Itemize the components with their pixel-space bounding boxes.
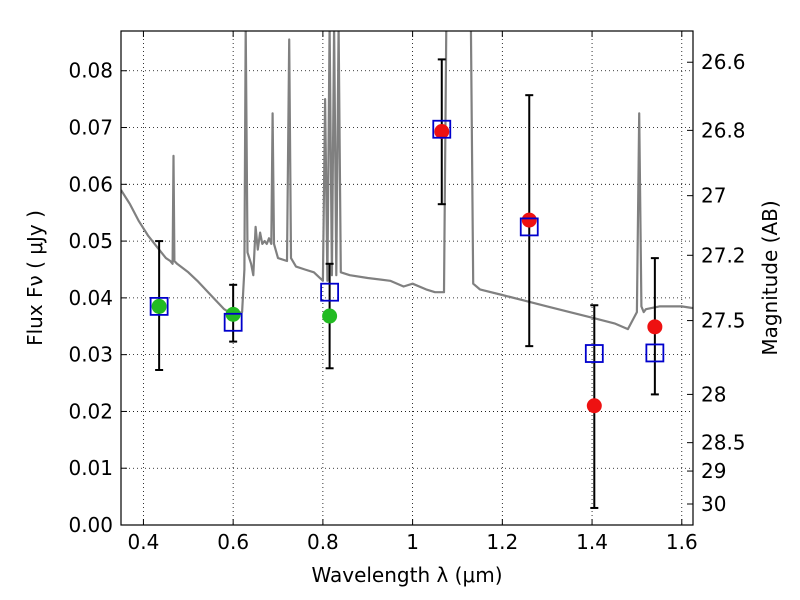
blue-square-point (223, 312, 243, 332)
y-tick-label: 0.00 (68, 513, 113, 537)
y-tick-label: 0.04 (68, 286, 113, 310)
blue-square-point (519, 217, 539, 237)
markers (149, 119, 665, 414)
right-tick-label: 26.6 (701, 50, 746, 74)
green-data-point (151, 298, 167, 314)
x-tick-label: 1 (406, 530, 419, 554)
right-tick-label: 29 (701, 459, 726, 483)
y-tick-label: 0.05 (68, 229, 113, 253)
x-tick-label: 0.6 (217, 530, 249, 554)
red-data-point (586, 398, 602, 414)
green-data-point (322, 308, 338, 324)
blue-square-point (645, 343, 665, 363)
blue-square-point (584, 344, 604, 363)
y-axis-title: Flux Fν ( μJy ) (23, 210, 47, 346)
red-data-point (434, 124, 450, 140)
y-tick-label: 0.01 (68, 456, 113, 480)
red-data-point (521, 212, 537, 228)
right-tick-label: 30 (701, 492, 726, 516)
spectrum-line (121, 31, 693, 331)
y-tick-label: 0.02 (68, 399, 113, 423)
x-tick-label: 0.8 (307, 530, 339, 554)
axis-ticks: 0.4 0.6 0.8 1 1.2 1.4 1.6 0.00 0.01 0.02 0.03 0.04 0… (68, 31, 746, 554)
blue-square-point (320, 282, 340, 302)
y-tick-label: 0.07 (68, 116, 113, 140)
right-tick-label: 26.8 (701, 118, 746, 142)
x-tick-label: 1.4 (576, 530, 608, 554)
x-tick-label: 0.4 (128, 530, 160, 554)
plot-frame (120, 30, 694, 526)
right-tick-label: 28 (701, 382, 726, 406)
y-tick-label: 0.08 (68, 59, 113, 83)
y-tick-label: 0.06 (68, 172, 113, 196)
blue-square-point (432, 119, 452, 139)
x-tick-label: 1.6 (666, 530, 698, 554)
y-tick-label: 0.03 (68, 343, 113, 367)
right-tick-label: 27.2 (701, 243, 746, 267)
x-tick-label: 1.2 (486, 530, 518, 554)
x-axis-title: Wavelength λ (μm) (311, 563, 502, 587)
right-tick-label: 28.5 (701, 431, 746, 455)
right-axis-title: Magnitude (AB) (758, 200, 782, 355)
red-data-point (647, 319, 663, 335)
right-tick-label: 27 (701, 184, 726, 208)
spectrum-layer (121, 31, 693, 331)
right-tick-label: 27.5 (701, 309, 746, 333)
blue-square-point (149, 296, 169, 316)
